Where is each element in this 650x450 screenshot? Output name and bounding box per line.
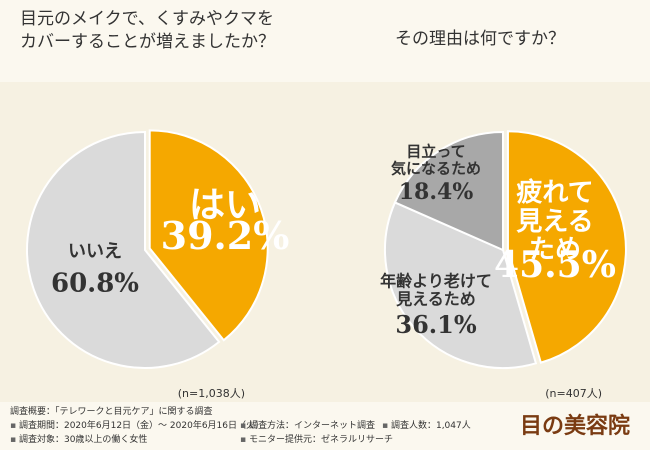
chart-title: その理由は何ですか？	[395, 29, 565, 49]
survey-item: モニター提供元：ゼネラルリサーチ	[240, 432, 393, 445]
pie-slice	[26, 130, 221, 369]
logo: 目の美容院	[520, 413, 631, 439]
slice-label: はい	[188, 185, 262, 227]
sample-note: (n=407人)	[545, 387, 602, 400]
value-label: 45.5%	[494, 244, 616, 287]
value-label: 18.4%	[398, 178, 474, 205]
slice-label: 疲れて 見えるため	[516, 178, 594, 266]
pie-slice	[506, 130, 627, 364]
footer: 調査概要：「テレワークと目元ケア」に関する調査 調査期間：2020年6月12日（…	[0, 402, 650, 450]
chart-title: 目元のメイクで、くすみやクマを カバーすることが増えましたか？	[20, 9, 275, 52]
header-band	[0, 0, 650, 82]
slice-label: いいえ	[68, 241, 122, 263]
value-label: 60.8%	[50, 268, 140, 299]
survey-item: 調査人数：1,047人	[382, 418, 471, 431]
slice-label: 目立って 気になるため	[390, 142, 482, 177]
pie-slice	[393, 130, 504, 252]
slice-label: 年齢より老けて 見えるため	[380, 271, 492, 308]
pie-slice	[148, 129, 269, 342]
sample-note: (n=1,038人)	[177, 387, 245, 400]
survey-item: 調査対象：30歳以上の働く女性	[10, 432, 147, 445]
value-label: 39.2%	[160, 213, 290, 259]
survey-item: 調査方法：インターネット調査	[240, 418, 375, 431]
survey-item: 調査期間：2020年6月12日（金）～ 2020年6月16日（火）	[10, 418, 264, 431]
value-label: 36.1%	[395, 309, 477, 339]
pie-slice	[384, 201, 538, 369]
survey-heading: 調査概要：「テレワークと目元ケア」に関する調査	[10, 407, 213, 417]
